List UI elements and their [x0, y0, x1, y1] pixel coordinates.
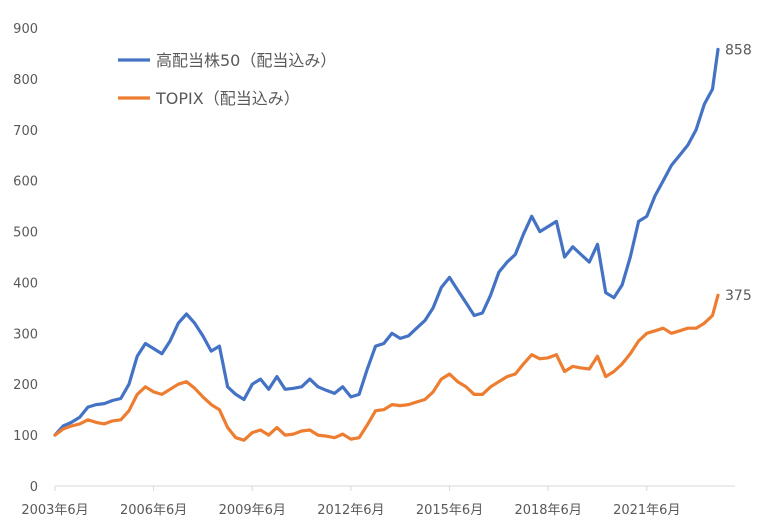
x-tick-label: 2018年6月 [514, 503, 581, 518]
series-line-2 [53, 293, 720, 442]
y-tick-label: 100 [13, 429, 38, 444]
y-tick-label: 300 [13, 327, 38, 342]
legend-label: TOPIX（配当込み） [155, 89, 300, 108]
series-layer [53, 47, 720, 442]
y-tick-label: 900 [13, 22, 38, 37]
end-value-label: 375 [725, 288, 752, 304]
x-tick-label: 2021年6月 [613, 503, 680, 518]
x-tick-label: 2003年6月 [21, 503, 88, 518]
y-tick-label: 0 [30, 480, 38, 495]
axes-layer: 0 100 200 300 400 500 600 700 800 900 2003年6月 2006年… [13, 22, 735, 518]
legend: 高配当株50（配当込み） TOPIX（配当込み） [118, 51, 336, 108]
y-tick-label: 700 [13, 124, 38, 139]
y-tick-label: 200 [13, 378, 38, 393]
x-tick-label: 2006年6月 [120, 503, 187, 518]
x-tick-label: 2015年6月 [416, 503, 483, 518]
y-tick-label: 400 [13, 276, 38, 291]
x-tick-label: 2009年6月 [219, 503, 286, 518]
legend-label: 高配当株50（配当込み） [156, 51, 336, 70]
x-tick-label: 2012年6月 [317, 503, 384, 518]
y-tick-label: 600 [13, 175, 38, 190]
y-tick-label: 500 [13, 226, 38, 241]
end-value-label: 858 [725, 42, 752, 58]
series-line-1 [53, 47, 720, 437]
labels-layer: 858 375 [725, 42, 752, 304]
y-tick-label: 800 [13, 73, 38, 88]
